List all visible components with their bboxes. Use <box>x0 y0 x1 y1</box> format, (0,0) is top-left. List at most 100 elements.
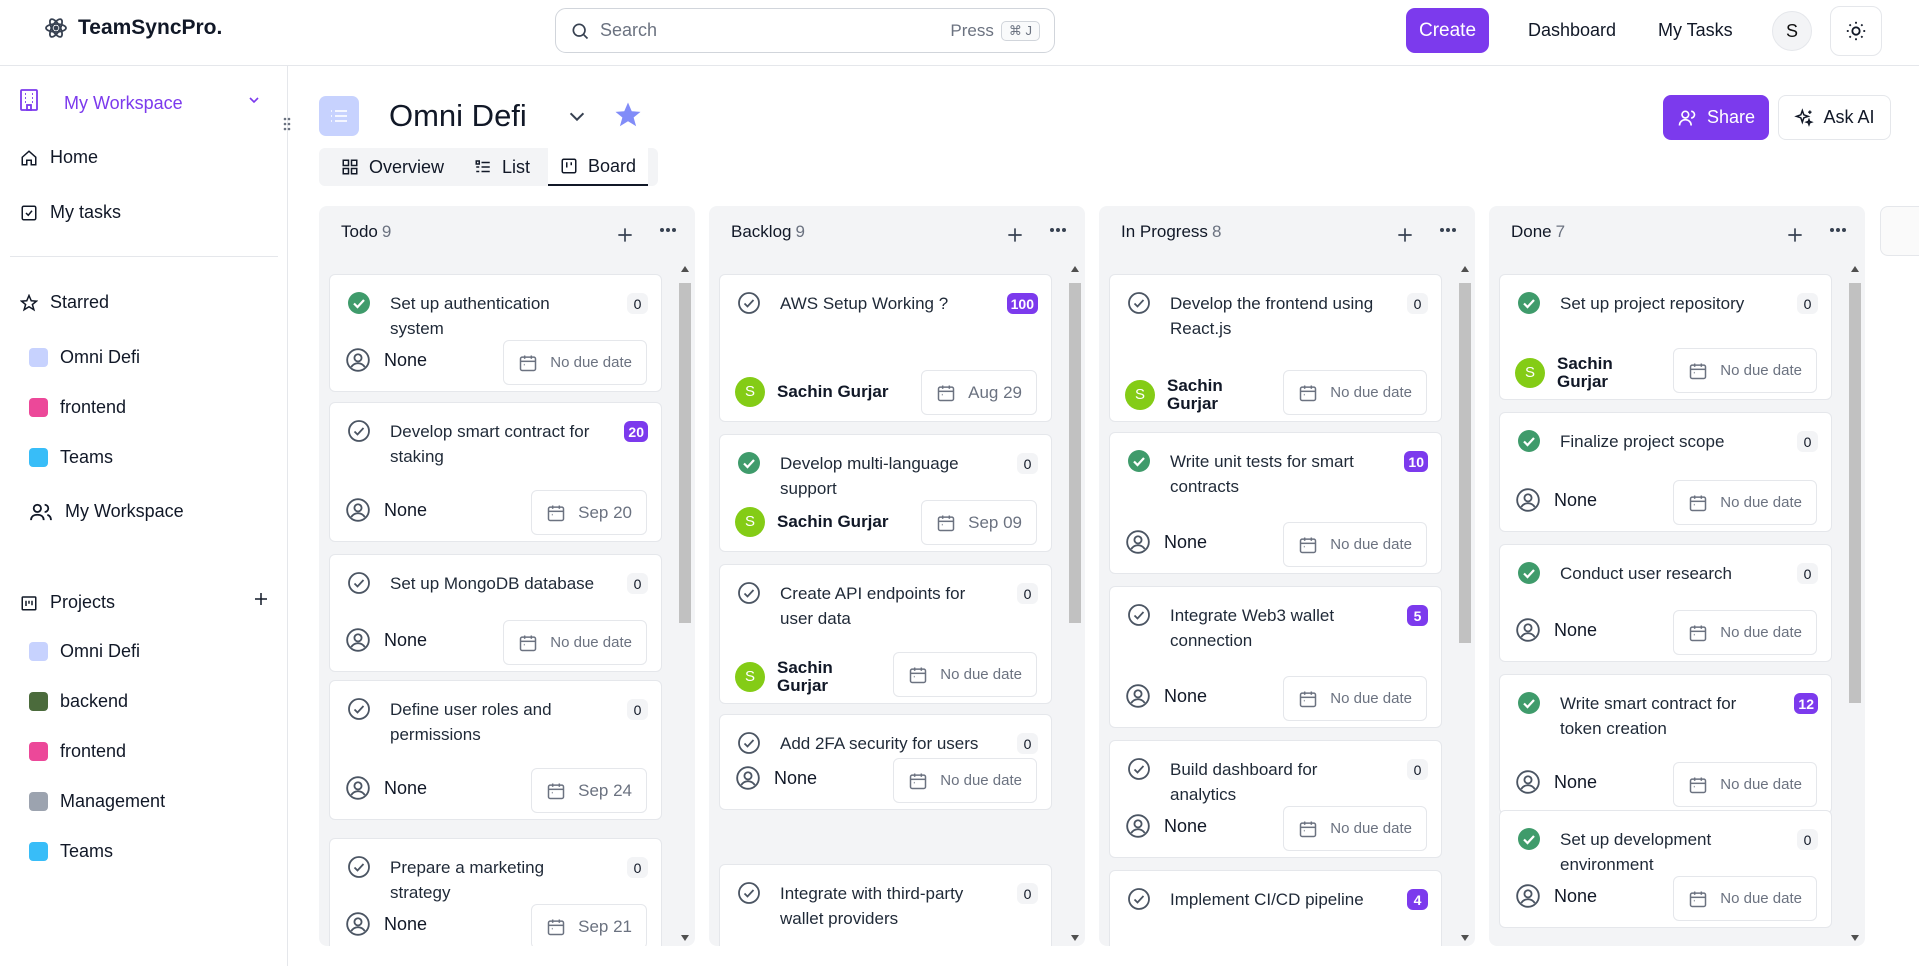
check-circle-icon[interactable] <box>1127 887 1151 911</box>
task-card[interactable]: Integrate with third-party wallet provid… <box>719 864 1052 946</box>
due-date-button[interactable]: No due date <box>503 340 647 385</box>
theme-toggle-button[interactable] <box>1830 6 1882 56</box>
check-circle-icon[interactable] <box>347 855 371 879</box>
add-task-button[interactable] <box>1005 225 1025 245</box>
project-item-management[interactable]: Management <box>29 791 165 812</box>
task-assignee[interactable]: None <box>735 765 817 791</box>
column-menu-button[interactable] <box>659 227 677 233</box>
my-tasks-link[interactable]: My Tasks <box>1658 20 1733 40</box>
check-circle-filled-icon[interactable] <box>1517 691 1541 715</box>
column-scrollbar[interactable] <box>1067 266 1083 941</box>
task-card[interactable]: Write smart contract for token creation 1… <box>1499 674 1832 814</box>
task-card[interactable]: Add 2FA security for users 0 None No due da… <box>719 714 1052 810</box>
task-assignee[interactable]: None <box>345 497 427 523</box>
due-date-button[interactable]: No due date <box>893 758 1037 803</box>
due-date-button[interactable]: Sep 09 <box>921 500 1037 545</box>
due-date-button[interactable]: No due date <box>1283 806 1427 851</box>
dashboard-link[interactable]: Dashboard <box>1528 20 1617 40</box>
task-card[interactable]: Write unit tests for smart contracts 10 No… <box>1109 432 1442 574</box>
project-item-backend[interactable]: backend <box>29 691 128 712</box>
ask-ai-button[interactable]: Ask AI <box>1778 95 1891 140</box>
task-assignee[interactable]: None <box>1125 529 1207 555</box>
task-card[interactable]: Build dashboard for analytics 0 None No due… <box>1109 740 1442 858</box>
scroll-down-arrow-icon[interactable] <box>681 935 689 941</box>
search-input[interactable] <box>600 20 941 41</box>
task-card[interactable]: Prepare a marketing strategy 0 None Sep 21 <box>329 838 662 946</box>
check-circle-filled-icon[interactable] <box>1127 449 1151 473</box>
tab-list[interactable]: List <box>462 148 542 186</box>
task-assignee[interactable]: S Sachin Gurjar <box>1125 377 1237 413</box>
add-task-button[interactable] <box>615 225 635 245</box>
task-assignee[interactable]: S Sachin Gurjar <box>735 507 888 537</box>
due-date-button[interactable]: No due date <box>1283 522 1427 567</box>
add-project-button[interactable] <box>252 590 270 608</box>
check-circle-icon[interactable] <box>1127 757 1151 781</box>
scrollbar-thumb[interactable] <box>1069 283 1081 623</box>
project-item-teams[interactable]: Teams <box>29 841 113 862</box>
task-card[interactable]: AWS Setup Working ? 100 S Sachin Gurjar Aug … <box>719 274 1052 422</box>
scroll-up-arrow-icon[interactable] <box>681 266 689 272</box>
column-menu-button[interactable] <box>1439 227 1457 233</box>
task-assignee[interactable]: None <box>345 775 427 801</box>
check-circle-icon[interactable] <box>737 881 761 905</box>
scroll-up-arrow-icon[interactable] <box>1071 266 1079 272</box>
task-card[interactable]: Set up authentication system 0 None No due … <box>329 274 662 392</box>
task-card[interactable]: Set up project repository 0 S Sachin Gurjar… <box>1499 274 1832 400</box>
add-task-button[interactable] <box>1395 225 1415 245</box>
task-card[interactable]: Develop the frontend using React.js 0 S Sac… <box>1109 274 1442 422</box>
task-assignee[interactable]: S Sachin Gurjar <box>1515 355 1627 391</box>
starred-section-header[interactable]: Starred <box>20 292 109 313</box>
check-circle-icon[interactable] <box>347 571 371 595</box>
check-circle-icon[interactable] <box>347 419 371 443</box>
task-card[interactable]: Create API endpoints for user data 0 S Sach… <box>719 564 1052 704</box>
task-assignee[interactable]: None <box>1125 813 1207 839</box>
project-item-frontend[interactable]: frontend <box>29 741 126 762</box>
check-circle-icon[interactable] <box>737 731 761 755</box>
due-date-button[interactable]: No due date <box>1283 676 1427 721</box>
task-card[interactable]: Develop multi-language support 0 S Sachin G… <box>719 434 1052 552</box>
favorite-star-button[interactable] <box>613 100 643 130</box>
due-date-button[interactable]: Sep 24 <box>531 768 647 813</box>
check-circle-filled-icon[interactable] <box>1517 291 1541 315</box>
tab-overview[interactable]: Overview <box>329 148 456 186</box>
due-date-button[interactable]: No due date <box>1673 876 1817 921</box>
scroll-up-arrow-icon[interactable] <box>1851 266 1859 272</box>
task-assignee[interactable]: S Sachin Gurjar <box>735 659 847 695</box>
check-circle-filled-icon[interactable] <box>1517 561 1541 585</box>
check-circle-filled-icon[interactable] <box>737 451 761 475</box>
task-assignee[interactable]: None <box>1515 769 1597 795</box>
column-menu-button[interactable] <box>1829 227 1847 233</box>
due-date-button[interactable]: No due date <box>503 620 647 665</box>
task-card[interactable]: Define user roles and permissions 0 None Se… <box>329 680 662 820</box>
task-card[interactable]: Develop smart contract for staking 20 None… <box>329 402 662 542</box>
create-button[interactable]: Create <box>1406 8 1489 53</box>
tab-board[interactable]: Board <box>548 148 649 186</box>
task-card[interactable]: Finalize project scope 0 None No due date <box>1499 412 1832 532</box>
task-assignee[interactable]: None <box>1515 487 1597 513</box>
column-menu-button[interactable] <box>1049 227 1067 233</box>
task-card[interactable]: Set up MongoDB database 0 None No due date <box>329 554 662 672</box>
task-card[interactable]: Implement CI/CD pipeline 4 <box>1109 870 1442 946</box>
task-assignee[interactable]: None <box>1515 883 1597 909</box>
project-item-omni-defi[interactable]: Omni Defi <box>29 641 140 662</box>
check-circle-icon[interactable] <box>737 291 761 315</box>
scroll-down-arrow-icon[interactable] <box>1461 935 1469 941</box>
scrollbar-thumb[interactable] <box>679 283 691 623</box>
sidebar-item-my-workspace[interactable]: My Workspace <box>29 501 184 522</box>
check-circle-filled-icon[interactable] <box>347 291 371 315</box>
scroll-down-arrow-icon[interactable] <box>1851 935 1859 941</box>
due-date-button[interactable]: No due date <box>1673 762 1817 807</box>
due-date-button[interactable]: No due date <box>1283 370 1427 415</box>
project-menu-toggle[interactable] <box>566 106 588 128</box>
app-logo[interactable]: TeamSyncPro. <box>44 16 222 40</box>
column-scrollbar[interactable] <box>677 266 693 941</box>
search-bar[interactable]: Press ⌘ J <box>555 8 1055 53</box>
share-button[interactable]: Share <box>1663 95 1769 140</box>
task-assignee[interactable]: None <box>345 911 427 937</box>
sidebar-item-home[interactable]: Home <box>20 147 98 168</box>
scroll-up-arrow-icon[interactable] <box>1461 266 1469 272</box>
check-circle-icon[interactable] <box>1127 603 1151 627</box>
due-date-button[interactable]: No due date <box>1673 480 1817 525</box>
task-assignee[interactable]: None <box>1515 617 1597 643</box>
due-date-button[interactable]: Aug 29 <box>921 370 1037 415</box>
